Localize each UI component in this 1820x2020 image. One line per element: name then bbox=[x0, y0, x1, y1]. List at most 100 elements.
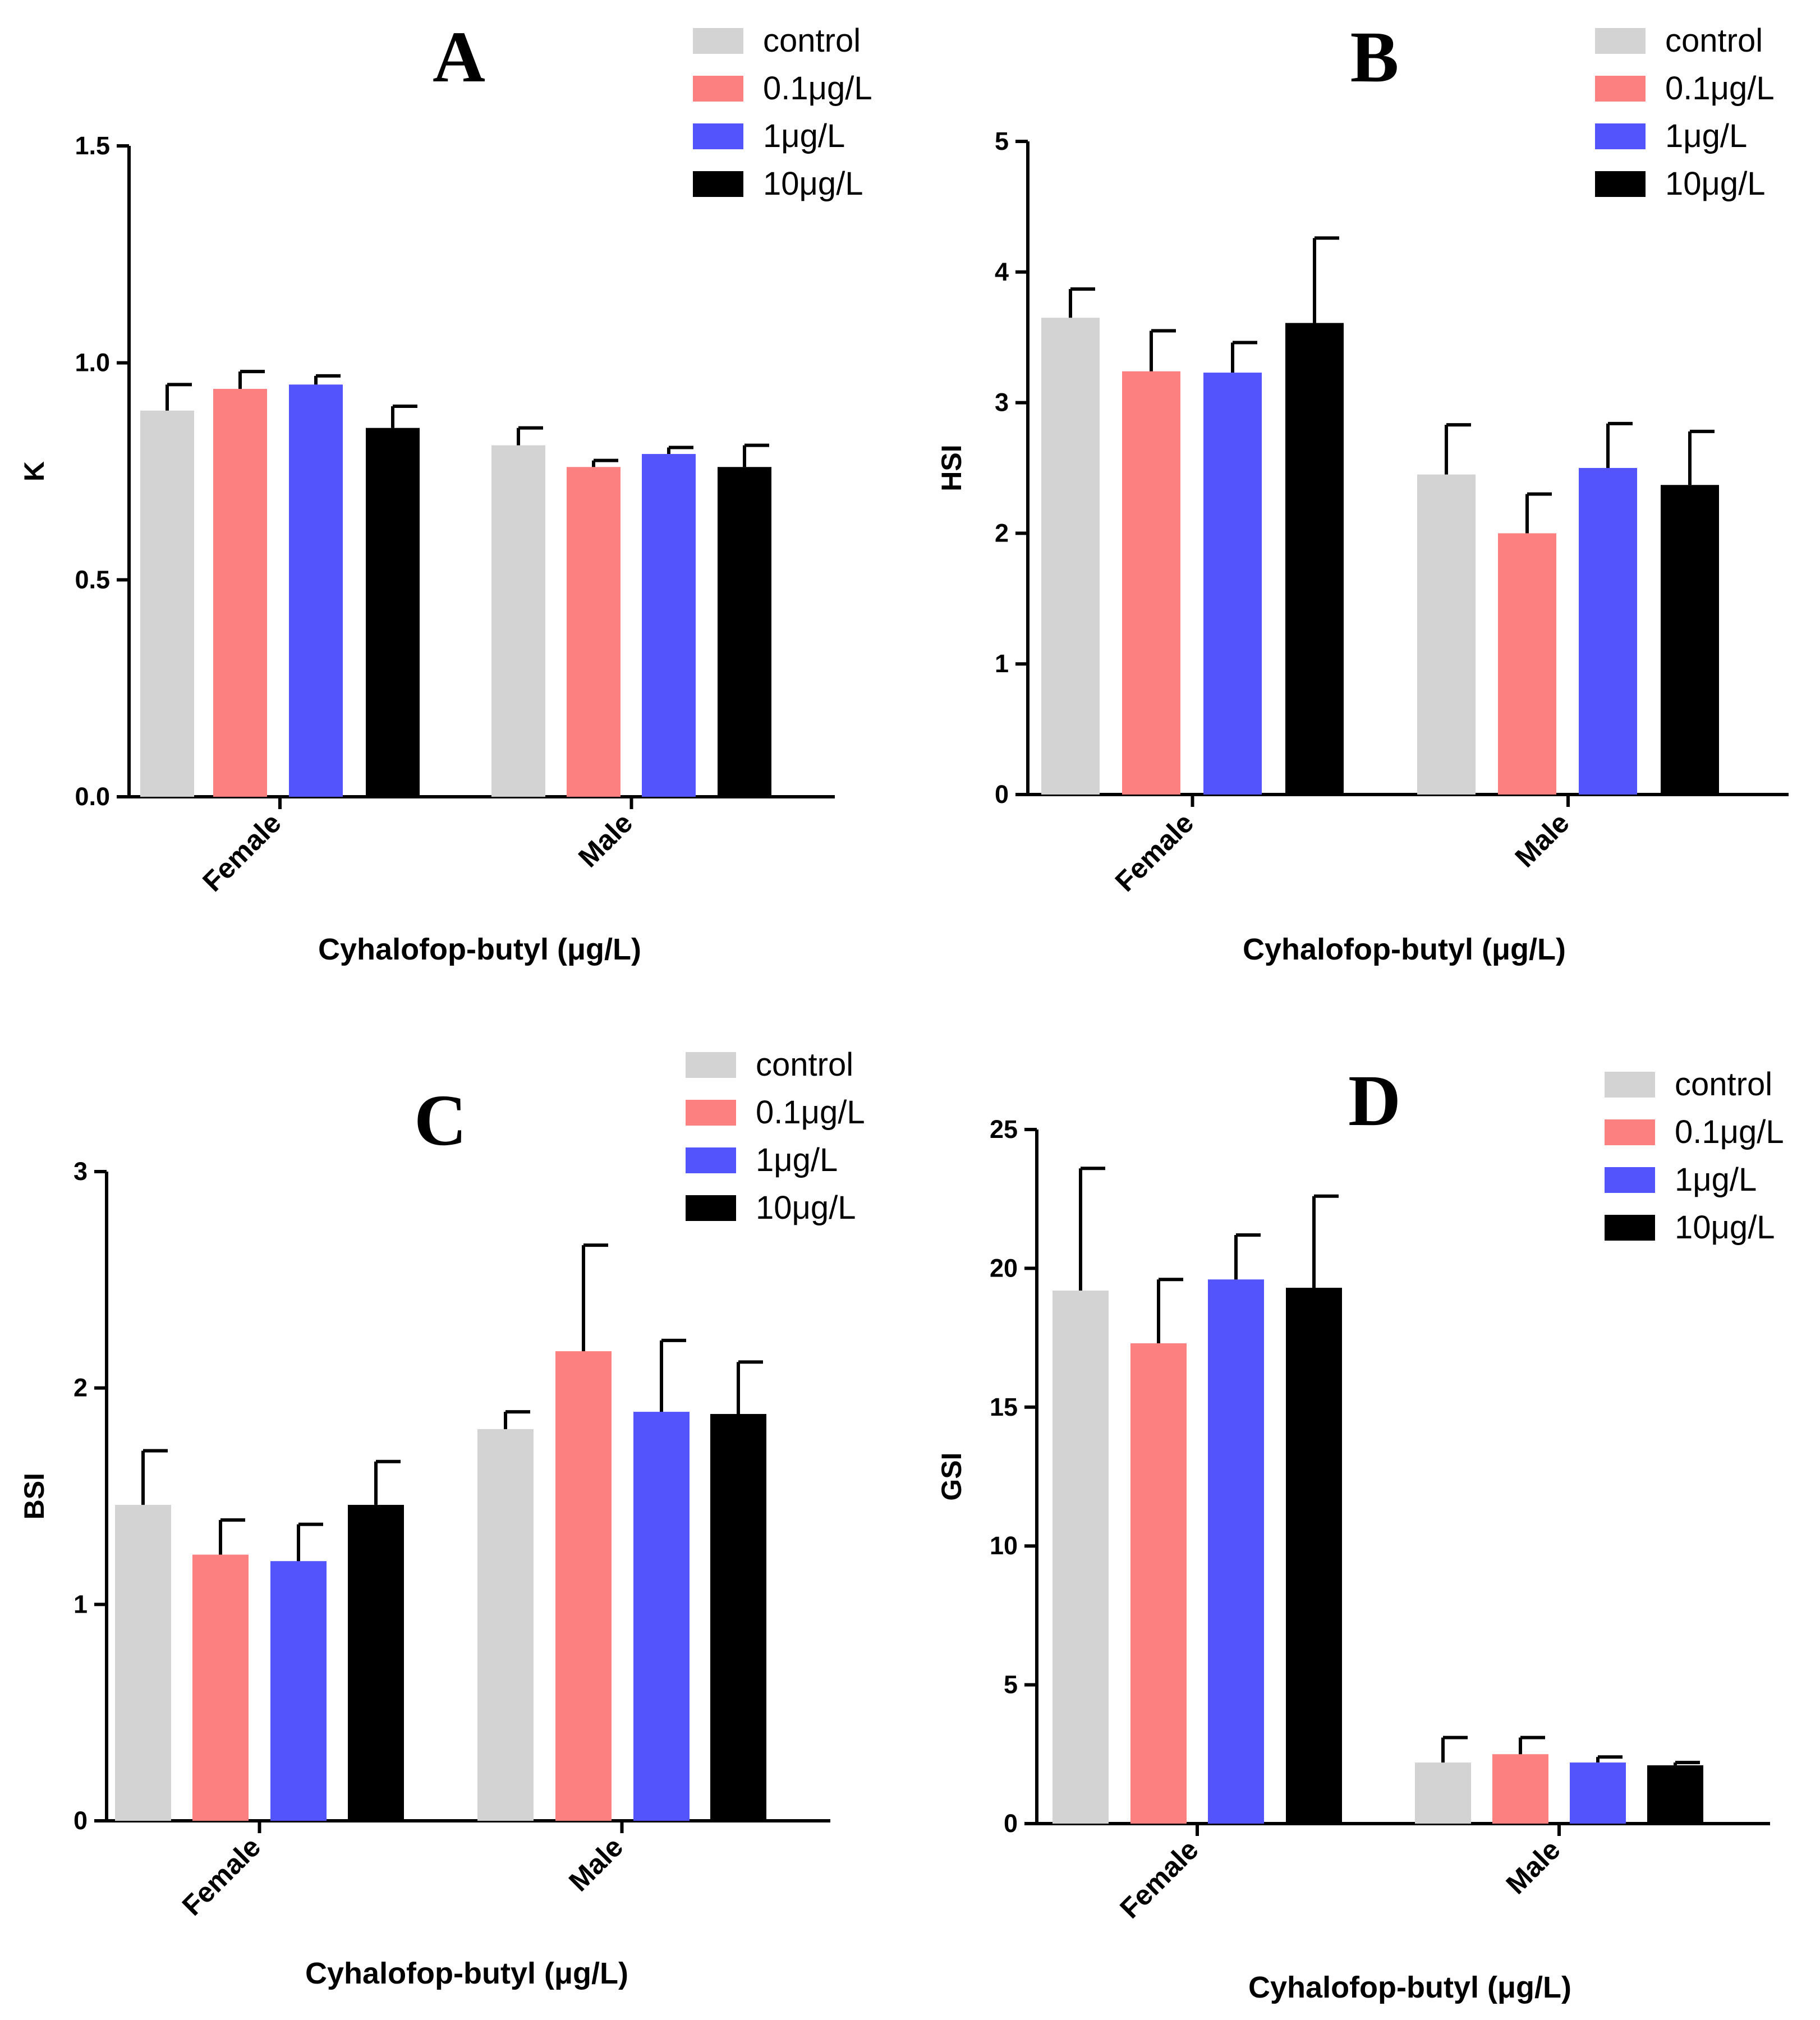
y-tick-label: 20 bbox=[990, 1254, 1018, 1282]
legend-swatch bbox=[1595, 76, 1646, 102]
bar-10μg/L-Female bbox=[1285, 323, 1344, 795]
bar-1μg/L-Female bbox=[289, 384, 343, 797]
legend-swatch bbox=[1605, 1072, 1655, 1098]
bar-0.1μg/L-Male bbox=[1498, 533, 1556, 795]
legend-label: 10μg/L bbox=[1665, 166, 1766, 202]
panel-letter: A bbox=[433, 17, 485, 98]
bar-10μg/L-Male bbox=[718, 467, 771, 797]
x-axis-label: Cyhalofop-butyl (μg/L) bbox=[1243, 933, 1566, 966]
y-tick-label: 2 bbox=[73, 1374, 88, 1402]
y-axis-label: BSI bbox=[19, 1473, 50, 1519]
bar-control-Male bbox=[1415, 1762, 1471, 1824]
bar-1μg/L-Female bbox=[270, 1561, 327, 1821]
category-label: Male bbox=[1509, 807, 1575, 873]
legend-swatch bbox=[686, 1052, 736, 1078]
x-axis-label: Cyhalofop-butyl (μg/L) bbox=[318, 933, 641, 966]
y-tick-label: 0 bbox=[73, 1806, 88, 1835]
legend-label: 0.1μg/L bbox=[1665, 70, 1775, 107]
legend: control 0.1μg/L 1μg/L 10μg/L bbox=[1595, 22, 1775, 202]
y-tick-label: 15 bbox=[990, 1393, 1018, 1421]
bar-control-Female bbox=[140, 410, 194, 797]
category-label: Female bbox=[1114, 1834, 1204, 1924]
y-tick-label: 5 bbox=[1004, 1670, 1018, 1699]
bar-0.1μg/L-Female bbox=[1122, 371, 1180, 795]
bar-1μg/L-Male bbox=[1579, 468, 1637, 795]
bar-1μg/L-Male bbox=[633, 1412, 690, 1821]
legend: control 0.1μg/L 1μg/L 10μg/L bbox=[686, 1046, 865, 1226]
y-tick-label: 1 bbox=[73, 1590, 88, 1618]
bar-10μg/L-Female bbox=[1286, 1288, 1342, 1824]
legend-swatch bbox=[1595, 123, 1646, 149]
panel-letter: C bbox=[414, 1080, 467, 1161]
legend: control 0.1μg/L 1μg/L 10μg/L bbox=[693, 22, 872, 202]
legend-swatch bbox=[686, 1147, 736, 1173]
y-tick-label: 4 bbox=[995, 258, 1009, 286]
panel-letter: B bbox=[1350, 17, 1399, 98]
bar-control-Female bbox=[1041, 318, 1100, 795]
bar-1μg/L-Male bbox=[642, 454, 696, 797]
y-tick-label: 3 bbox=[995, 388, 1009, 417]
legend: control 0.1μg/L 1μg/L 10μg/L bbox=[1605, 1066, 1784, 1246]
legend-swatch bbox=[693, 76, 743, 102]
category-label: Female bbox=[1109, 807, 1199, 897]
legend-swatch bbox=[1605, 1215, 1655, 1241]
y-axis-label: K bbox=[19, 461, 50, 481]
bar-10μg/L-Male bbox=[1647, 1765, 1703, 1824]
y-tick-label: 0.5 bbox=[75, 565, 110, 594]
bar-0.1μg/L-Female bbox=[192, 1554, 249, 1821]
legend-label: 1μg/L bbox=[763, 118, 845, 154]
legend-label: 0.1μg/L bbox=[1675, 1114, 1784, 1150]
legend-swatch bbox=[686, 1100, 736, 1126]
category-label: Female bbox=[176, 1831, 266, 1921]
bar-1μg/L-Male bbox=[1570, 1762, 1626, 1824]
bar-control-Male bbox=[491, 445, 545, 797]
y-tick-label: 5 bbox=[995, 127, 1009, 155]
legend-swatch bbox=[1605, 1119, 1655, 1145]
y-tick-label: 1.5 bbox=[75, 131, 110, 160]
category-label: Male bbox=[563, 1831, 629, 1897]
legend-label: 0.1μg/L bbox=[763, 70, 872, 107]
legend-label: 1μg/L bbox=[756, 1142, 838, 1178]
bar-0.1μg/L-Female bbox=[213, 389, 267, 797]
panel-a: 0.0 0.5 1.0 1.5 Female Male K Cyhalofop-butyl (… bbox=[19, 17, 872, 966]
legend-label: 0.1μg/L bbox=[756, 1094, 865, 1131]
legend-label: control bbox=[763, 22, 861, 59]
category-label: Male bbox=[1500, 1834, 1566, 1900]
legend-swatch bbox=[1605, 1167, 1655, 1193]
y-tick-label: 2 bbox=[995, 518, 1009, 547]
x-axis-label: Cyhalofop-butyl (μg/L) bbox=[305, 1957, 628, 1990]
bar-control-Male bbox=[477, 1429, 534, 1821]
legend-label: control bbox=[1665, 22, 1763, 59]
legend-swatch bbox=[686, 1195, 736, 1221]
legend-label: 1μg/L bbox=[1665, 118, 1747, 154]
y-tick-label: 0 bbox=[1004, 1809, 1018, 1838]
bar-0.1μg/L-Male bbox=[567, 467, 621, 797]
bar-0.1μg/L-Male bbox=[555, 1351, 612, 1821]
bar-10μg/L-Male bbox=[710, 1413, 766, 1821]
bar-10μg/L-Female bbox=[366, 428, 420, 797]
bar-control-Female bbox=[1053, 1290, 1109, 1824]
bar-10μg/L-Male bbox=[1661, 485, 1719, 795]
legend-label: 10μg/L bbox=[1675, 1209, 1775, 1246]
x-axis-label: Cyhalofop-butyl (μg/L) bbox=[1248, 1971, 1571, 2004]
y-axis-label: HSI bbox=[936, 444, 967, 491]
y-tick-label: 1 bbox=[995, 649, 1009, 678]
legend-swatch bbox=[1595, 171, 1646, 197]
legend-swatch bbox=[1595, 28, 1646, 54]
legend-swatch bbox=[693, 171, 743, 197]
category-label: Male bbox=[572, 807, 638, 873]
y-tick-label: 1.0 bbox=[75, 348, 110, 377]
category-label: Female bbox=[196, 807, 287, 897]
y-tick-label: 0.0 bbox=[75, 782, 110, 811]
y-tick-label: 0 bbox=[995, 780, 1009, 809]
y-axis-label: GSI bbox=[936, 1452, 967, 1500]
panel-d: 0 5 10 15 20 25 Female Male GSI Cyhalofop-butyl (… bbox=[936, 1060, 1784, 2004]
bar-control-Male bbox=[1417, 474, 1476, 795]
legend-label: control bbox=[756, 1046, 853, 1083]
legend-label: control bbox=[1675, 1066, 1772, 1103]
y-tick-label: 25 bbox=[990, 1115, 1018, 1144]
bar-0.1μg/L-Male bbox=[1492, 1754, 1548, 1824]
bar-control-Female bbox=[115, 1504, 171, 1821]
legend-swatch bbox=[693, 123, 743, 149]
